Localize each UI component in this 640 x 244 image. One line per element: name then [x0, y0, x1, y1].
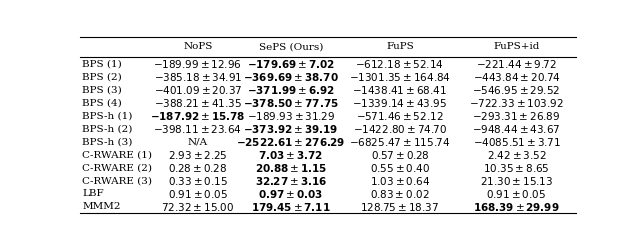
Text: $\mathbf{-371.99} \pm \mathbf{6.92}$: $\mathbf{-371.99} \pm \mathbf{6.92}$ [247, 84, 335, 96]
Text: $-401.09 \pm 20.37$: $-401.09 \pm 20.37$ [154, 84, 242, 96]
Text: MMM2: MMM2 [83, 202, 121, 211]
Text: $-293.31 \pm 26.89$: $-293.31 \pm 26.89$ [472, 110, 561, 122]
Text: $\mathbf{0.97} \pm \mathbf{0.03}$: $\mathbf{0.97} \pm \mathbf{0.03}$ [259, 188, 323, 200]
Text: $-722.33 \pm 103.92$: $-722.33 \pm 103.92$ [469, 97, 564, 109]
Text: BPS (4): BPS (4) [83, 98, 122, 107]
Text: $0.83 \pm 0.02$: $0.83 \pm 0.02$ [370, 188, 429, 200]
Text: $-612.18 \pm 52.14$: $-612.18 \pm 52.14$ [355, 58, 444, 70]
Text: $-571.46 \pm 52.12$: $-571.46 \pm 52.12$ [356, 110, 444, 122]
Text: $-398.11 \pm 23.64$: $-398.11 \pm 23.64$ [154, 123, 243, 135]
Text: $10.35 \pm 8.65$: $10.35 \pm 8.65$ [483, 162, 550, 174]
Text: $\mathbf{179.45} \pm \mathbf{7.11}$: $\mathbf{179.45} \pm \mathbf{7.11}$ [251, 201, 331, 213]
Text: FuPS: FuPS [386, 42, 414, 51]
Text: $21.30 \pm 15.13$: $21.30 \pm 15.13$ [480, 175, 553, 187]
Text: $-1438.41 \pm 68.41$: $-1438.41 \pm 68.41$ [353, 84, 447, 96]
Text: N/A: N/A [188, 137, 208, 146]
Text: FuPS+id: FuPS+id [493, 42, 540, 51]
Text: $2.93 \pm 2.25$: $2.93 \pm 2.25$ [168, 149, 228, 161]
Text: C-RWARE (3): C-RWARE (3) [83, 176, 152, 185]
Text: $0.91 \pm 0.05$: $0.91 \pm 0.05$ [486, 188, 547, 200]
Text: $\mathbf{-373.92} \pm \mathbf{39.19}$: $\mathbf{-373.92} \pm \mathbf{39.19}$ [243, 123, 339, 135]
Text: $-189.99 \pm 12.96$: $-189.99 \pm 12.96$ [154, 58, 242, 70]
Text: $-948.44 \pm 43.67$: $-948.44 \pm 43.67$ [472, 123, 561, 135]
Text: $-189.93 \pm 31.29$: $-189.93 \pm 31.29$ [247, 110, 335, 122]
Text: $0.33 \pm 0.15$: $0.33 \pm 0.15$ [168, 175, 228, 187]
Text: $\mathbf{-187.92} \pm \mathbf{15.78}$: $\mathbf{-187.92} \pm \mathbf{15.78}$ [150, 110, 246, 122]
Text: $\mathbf{20.88} \pm \mathbf{1.15}$: $\mathbf{20.88} \pm \mathbf{1.15}$ [255, 162, 327, 174]
Text: $-385.18 \pm 34.91$: $-385.18 \pm 34.91$ [154, 71, 242, 83]
Text: BPS-h (1): BPS-h (1) [83, 111, 133, 120]
Text: $\mathbf{32.27} \pm \mathbf{3.16}$: $\mathbf{32.27} \pm \mathbf{3.16}$ [255, 175, 327, 187]
Text: $0.57 \pm 0.28$: $0.57 \pm 0.28$ [371, 149, 429, 161]
Text: $-4085.51 \pm 3.71$: $-4085.51 \pm 3.71$ [472, 136, 561, 148]
Text: BPS (3): BPS (3) [83, 85, 122, 94]
Text: C-RWARE (1): C-RWARE (1) [83, 150, 152, 159]
Text: $-388.21 \pm 41.35$: $-388.21 \pm 41.35$ [154, 97, 242, 109]
Text: SePS (Ours): SePS (Ours) [259, 42, 323, 51]
Text: BPS-h (3): BPS-h (3) [83, 137, 133, 146]
Text: BPS-h (2): BPS-h (2) [83, 124, 133, 133]
Text: LBF: LBF [83, 189, 104, 198]
Text: $1.03 \pm 0.64$: $1.03 \pm 0.64$ [370, 175, 430, 187]
Text: $-6825.47 \pm 115.74$: $-6825.47 \pm 115.74$ [349, 136, 451, 148]
Text: $128.75 \pm 18.37$: $128.75 \pm 18.37$ [360, 201, 440, 213]
Text: $-1301.35 \pm 164.84$: $-1301.35 \pm 164.84$ [349, 71, 451, 83]
Text: $0.55 \pm 0.40$: $0.55 \pm 0.40$ [370, 162, 430, 174]
Text: $\mathbf{7.03} \pm \mathbf{3.72}$: $\mathbf{7.03} \pm \mathbf{3.72}$ [259, 149, 323, 161]
Text: C-RWARE (2): C-RWARE (2) [83, 163, 152, 172]
Text: $0.28 \pm 0.28$: $0.28 \pm 0.28$ [168, 162, 227, 174]
Text: $\mathbf{-369.69} \pm \mathbf{38.70}$: $\mathbf{-369.69} \pm \mathbf{38.70}$ [243, 71, 339, 83]
Text: BPS (1): BPS (1) [83, 59, 122, 68]
Text: $-443.84 \pm 20.74$: $-443.84 \pm 20.74$ [472, 71, 561, 83]
Text: BPS (2): BPS (2) [83, 72, 122, 81]
Text: $0.91 \pm 0.05$: $0.91 \pm 0.05$ [168, 188, 228, 200]
Text: $2.42 \pm 3.52$: $2.42 \pm 3.52$ [486, 149, 547, 161]
Text: $72.32 \pm 15.00$: $72.32 \pm 15.00$ [161, 201, 234, 213]
Text: $\mathbf{-378.50} \pm \mathbf{77.75}$: $\mathbf{-378.50} \pm \mathbf{77.75}$ [243, 97, 339, 109]
Text: $\mathbf{-179.69} \pm \mathbf{7.02}$: $\mathbf{-179.69} \pm \mathbf{7.02}$ [246, 58, 335, 70]
Text: $\mathbf{168.39} \pm \mathbf{29.99}$: $\mathbf{168.39} \pm \mathbf{29.99}$ [473, 201, 560, 213]
Text: $-546.95 \pm 29.52$: $-546.95 \pm 29.52$ [472, 84, 561, 96]
Text: NoPS: NoPS [183, 42, 212, 51]
Text: $-221.44 \pm 9.72$: $-221.44 \pm 9.72$ [476, 58, 557, 70]
Text: $\mathbf{-2522.61} \pm \mathbf{276.29}$: $\mathbf{-2522.61} \pm \mathbf{276.29}$ [236, 136, 346, 148]
Text: $-1339.14 \pm 43.95$: $-1339.14 \pm 43.95$ [353, 97, 447, 109]
Text: $-1422.80 \pm 74.70$: $-1422.80 \pm 74.70$ [353, 123, 447, 135]
